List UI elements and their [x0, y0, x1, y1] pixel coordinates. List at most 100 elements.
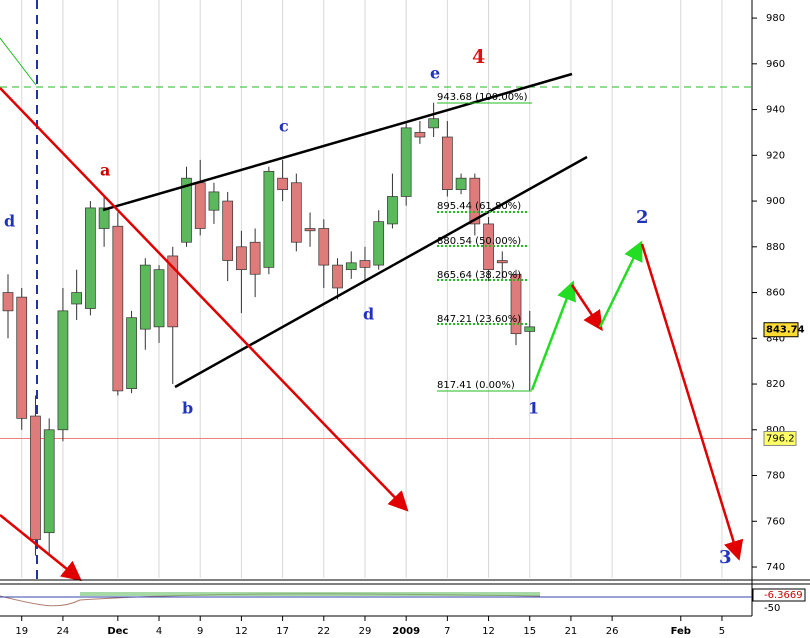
candle-body [181, 177, 192, 243]
x-tick-label: 29 [359, 626, 372, 637]
candle-body [469, 177, 481, 225]
candle-body [359, 260, 371, 268]
y-tick-label: 980 [766, 13, 785, 24]
wave-label: c [279, 117, 289, 136]
x-tick-label: 2009 [392, 626, 420, 637]
candle-body [304, 228, 316, 232]
candle-body [194, 182, 206, 229]
fib-label: 943.68 (100.00%) [437, 92, 528, 103]
wave-label: 2 [636, 207, 649, 228]
candle-body [57, 310, 69, 431]
candle-body [249, 241, 261, 275]
candle-body [85, 207, 96, 309]
projection-up [598, 240, 643, 328]
price-tag [763, 322, 799, 338]
indicator-tag-label: -6.3669 [764, 590, 803, 601]
fib-label: 865.64 (38.20%) [437, 270, 521, 281]
y-tick-label: 760 [766, 516, 785, 527]
candle-body [373, 221, 385, 266]
x-tick-label: 22 [317, 626, 330, 637]
candle-body [332, 264, 343, 289]
candle-body [442, 136, 453, 190]
wave-label: 4 [472, 46, 485, 68]
candle-body [153, 269, 165, 328]
x-tick-label: 24 [57, 626, 70, 637]
candle-body [455, 177, 467, 190]
candle-body [2, 292, 14, 312]
x-tick-label: 9 [197, 626, 203, 637]
candle-body [112, 225, 124, 392]
candle-body [496, 260, 508, 264]
candle-body [277, 177, 288, 190]
candle-body [167, 255, 179, 328]
candle-body [208, 191, 220, 211]
indicator-bars [80, 592, 540, 596]
trend-line [0, 37, 37, 86]
x-tick-label: 21 [565, 626, 578, 637]
candle-body [524, 326, 536, 332]
candles [2, 102, 536, 556]
candle-body [71, 292, 83, 305]
candle-body [263, 170, 275, 268]
x-tick-label: 4 [156, 626, 162, 637]
wave-label: d [4, 212, 15, 231]
x-tick-label: 5 [719, 626, 725, 637]
candle-body [414, 132, 426, 138]
wave-label: 1 [528, 399, 539, 418]
y-tick-label: 780 [766, 471, 785, 482]
candle-body [98, 207, 110, 229]
y-tick-label: 820 [766, 379, 785, 390]
wave-label: a [100, 161, 110, 180]
y-tick-label: 740 [766, 562, 785, 573]
candle-body [126, 317, 137, 389]
y-tick-label: 840 [766, 333, 785, 344]
candle-body [139, 264, 151, 330]
y-tick-label: 800 [766, 425, 785, 436]
wave-label: b [182, 399, 193, 418]
candle-body [428, 118, 439, 129]
fib-label: 895.44 (61.80%) [437, 201, 521, 212]
x-tick-label: Feb [671, 626, 691, 637]
price-tag-label: 843.74 [766, 325, 805, 336]
x-tick-label: 19 [15, 626, 28, 637]
x-tick-label: 26 [606, 626, 619, 637]
candle-body [345, 262, 357, 271]
candle-body [290, 182, 302, 243]
y-tick-label: 920 [766, 150, 785, 161]
candle-body [30, 415, 41, 540]
x-tick-label: 12 [482, 626, 495, 637]
indicator-tick-label: -50 [764, 603, 780, 614]
candle-body [318, 228, 330, 266]
projection-down [640, 243, 744, 561]
wave-label: 3 [719, 547, 732, 568]
x-tick-label: 15 [523, 626, 536, 637]
y-tick-label: 960 [766, 59, 785, 70]
x-tick-label: 7 [444, 626, 450, 637]
down-arrow [0, 87, 409, 512]
candle-body [16, 296, 28, 419]
down-arrow [0, 514, 82, 582]
wedge-lower [174, 155, 588, 389]
y-tick-label: 940 [766, 105, 785, 116]
candle-body [510, 273, 522, 335]
x-tick-label: 12 [235, 626, 248, 637]
candle-body [236, 246, 247, 271]
wave-label: d [363, 305, 374, 324]
y-tick-label: 860 [766, 288, 785, 299]
candle-body [222, 200, 234, 261]
y-tick-label: 900 [766, 196, 785, 207]
x-tick-label: 17 [276, 626, 289, 637]
projection-down [570, 284, 603, 332]
candle-body [43, 429, 55, 534]
candle-body [387, 196, 398, 225]
fib-label: 817.41 (0.00%) [437, 380, 515, 391]
wedge-upper [102, 72, 573, 212]
fib-label: 847.21 (23.60%) [437, 314, 521, 325]
fib-label: 880.54 (50.00%) [437, 236, 521, 247]
price-tag [763, 430, 797, 446]
x-tick-label: Dec [107, 626, 128, 637]
indicator-tag [752, 588, 806, 602]
projection-up [530, 280, 577, 391]
price-tag-label: 796.2 [766, 433, 795, 444]
